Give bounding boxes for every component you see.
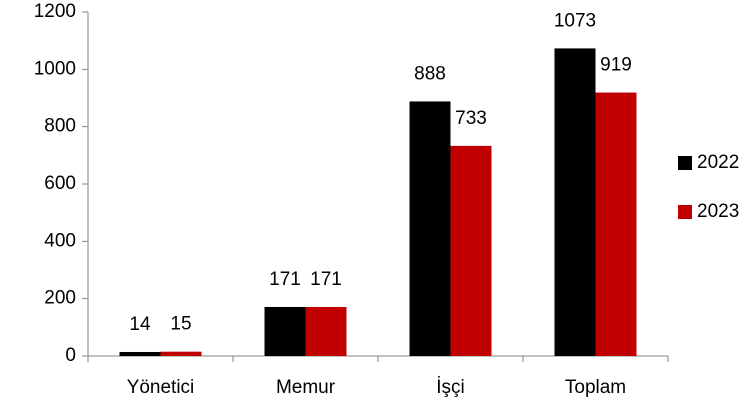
data-label: 15 bbox=[170, 314, 191, 335]
data-label: 733 bbox=[455, 108, 487, 129]
bar bbox=[409, 101, 451, 356]
data-label: 888 bbox=[414, 63, 446, 84]
data-label: 171 bbox=[310, 269, 342, 290]
bar bbox=[305, 306, 347, 356]
x-tick-label: Memur bbox=[276, 377, 336, 398]
y-tick-label: 400 bbox=[44, 230, 76, 251]
bar bbox=[595, 92, 637, 356]
y-tick-label: 0 bbox=[65, 345, 76, 366]
x-tick-label: İşçi bbox=[436, 377, 465, 398]
bar bbox=[554, 48, 596, 356]
legend-swatch bbox=[678, 205, 692, 219]
y-tick-label: 200 bbox=[44, 288, 76, 309]
data-label: 1073 bbox=[554, 10, 596, 31]
bar bbox=[450, 145, 492, 356]
x-tick-label: Yönetici bbox=[127, 377, 195, 398]
bar bbox=[160, 351, 202, 356]
bar bbox=[264, 306, 306, 356]
legend-swatch bbox=[678, 156, 692, 170]
legend-label: 2023 bbox=[697, 201, 739, 222]
legend-label: 2022 bbox=[697, 152, 739, 173]
data-label: 919 bbox=[600, 55, 632, 76]
y-tick-label: 1200 bbox=[34, 1, 76, 22]
data-label: 14 bbox=[129, 314, 151, 335]
y-tick-label: 800 bbox=[44, 116, 76, 137]
data-label: 171 bbox=[269, 269, 301, 290]
y-tick-label: 1000 bbox=[34, 58, 76, 79]
bar bbox=[119, 351, 161, 356]
x-tick-label: Toplam bbox=[565, 377, 626, 398]
y-tick-label: 600 bbox=[44, 173, 76, 194]
